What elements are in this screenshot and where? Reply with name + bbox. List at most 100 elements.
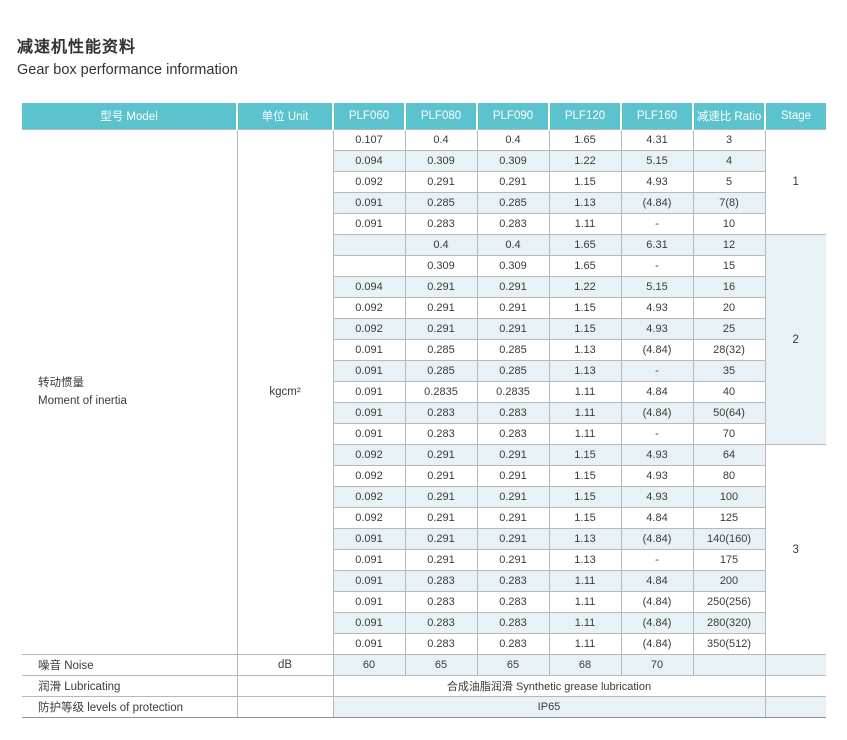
data-cell: 1.65	[548, 255, 622, 277]
data-cell: 0.283	[476, 402, 550, 424]
data-cell: 0.4	[404, 234, 478, 256]
data-cell: 4	[692, 150, 765, 172]
data-cell: 1.11	[548, 381, 622, 403]
model-label-en: Moment of inertia	[38, 395, 127, 407]
data-cell: (4.84)	[620, 528, 694, 550]
lubricating-stage-empty	[764, 675, 826, 697]
data-cell: 0.283	[404, 402, 478, 424]
model-cell: 转动惯量 Moment of inertia	[22, 129, 238, 655]
data-cell: 5.15	[620, 276, 694, 298]
data-cell: 0.091	[333, 570, 406, 592]
data-cell: 50(64)	[692, 402, 765, 424]
data-cell: 0.091	[333, 633, 406, 655]
data-cell: 0.309	[476, 255, 550, 277]
data-cell: 64	[692, 444, 766, 466]
data-cell: 0.283	[404, 213, 478, 235]
data-cell: 0.4	[476, 129, 550, 151]
data-cell	[333, 255, 406, 277]
data-cell: 0.283	[404, 591, 478, 613]
data-cell: 0.283	[476, 591, 550, 613]
lubricating-row: 润滑 Lubricating 合成油脂润滑 Synthetic grease lu…	[22, 675, 826, 697]
data-cell: 4.93	[620, 465, 694, 487]
data-cell: 200	[692, 570, 765, 592]
noise-ratio-empty	[692, 654, 766, 676]
data-cell: 3	[692, 129, 766, 151]
data-cell	[333, 234, 406, 256]
data-cell: 1.13	[548, 549, 622, 571]
data-cell: 70	[692, 423, 765, 445]
table-row: 0.091 0.283 0.283 1.11 (4.84) 250(256)	[22, 591, 826, 613]
data-cell: 0.092	[333, 465, 406, 487]
page-title: 减速机性能资料	[17, 39, 137, 56]
data-cell: 0.285	[476, 339, 550, 361]
data-cell: 0.291	[476, 171, 550, 193]
table-row: 0.092 0.291 0.291 1.15 4.93 80	[22, 465, 826, 487]
data-cell: -	[620, 255, 694, 277]
data-cell: 0.285	[404, 192, 478, 214]
noise-value: 65	[476, 654, 550, 676]
data-cell: 0.285	[476, 192, 550, 214]
data-cell: 1.22	[548, 150, 622, 172]
data-cell: 0.091	[333, 612, 406, 634]
data-cell: 0.4	[476, 234, 550, 256]
data-cell: 0.291	[404, 549, 478, 571]
data-cell: (4.84)	[620, 612, 694, 634]
data-cell: 0.291	[476, 318, 550, 340]
column-header: 单位 Unit	[236, 103, 333, 130]
data-cell: 350(512)	[692, 633, 765, 655]
data-cell: 0.091	[333, 423, 406, 445]
data-cell: -	[620, 213, 694, 235]
data-cell: 40	[692, 381, 765, 403]
table-row: 0.092 0.291 0.291 1.15 4.84 125	[22, 507, 826, 529]
column-header: PLF090	[476, 103, 549, 130]
protection-unit	[236, 696, 334, 718]
data-cell: 100	[692, 486, 765, 508]
noise-row: 噪音 Noise dB 60 65 65 68 70	[22, 654, 826, 676]
data-cell: (4.84)	[620, 591, 694, 613]
noise-label: 噪音 Noise	[22, 654, 238, 676]
data-cell: 1.65	[548, 129, 622, 151]
data-cell: 0.291	[404, 318, 478, 340]
table-row: 0.091 0.285 0.285 1.13 (4.84) 28(32)	[22, 339, 826, 361]
data-cell: 0.285	[404, 360, 478, 382]
data-cell: 1.15	[548, 444, 622, 466]
data-cell: 1.11	[548, 213, 622, 235]
data-cell: 0.094	[333, 150, 406, 172]
data-cell: 12	[692, 234, 766, 256]
column-header: PLF060	[332, 103, 405, 130]
table-row: 0.309 0.309 1.65-15	[22, 255, 826, 277]
data-cell: 0.291	[404, 444, 478, 466]
data-cell: 0.092	[333, 318, 406, 340]
column-header: Stage	[764, 103, 826, 130]
data-cell: 0.107	[332, 129, 406, 151]
data-cell: 1.13	[548, 528, 622, 550]
lubricating-value: 合成油脂润滑 Synthetic grease lubrication	[332, 675, 766, 697]
data-cell: 1.11	[548, 402, 622, 424]
column-header: PLF160	[620, 103, 693, 130]
data-cell: 0.309	[476, 150, 550, 172]
noise-unit: dB	[236, 654, 334, 676]
data-cell: 1.11	[548, 423, 622, 445]
stage-cell: 2	[764, 234, 826, 445]
data-cell: 5	[692, 171, 765, 193]
noise-value: 65	[404, 654, 478, 676]
data-cell: 0.283	[476, 423, 550, 445]
title-block: 减速机性能资料 Gear box performance information	[17, 33, 238, 78]
noise-value: 70	[620, 654, 694, 676]
table-row: 0.092 0.291 0.291 1.15 4.93 25	[22, 318, 826, 340]
data-cell: 0.291	[476, 444, 550, 466]
data-cell: 0.091	[333, 528, 406, 550]
data-cell: 4.93	[620, 444, 694, 466]
protection-value: IP65	[332, 696, 766, 718]
data-cell: 0.091	[333, 591, 406, 613]
data-cell: 0.283	[476, 213, 550, 235]
data-cell: 0.283	[476, 570, 550, 592]
data-cell: 1.11	[548, 591, 622, 613]
table-row: 0.091 0.291 0.291 1.13-175	[22, 549, 826, 571]
noise-value: 60	[332, 654, 406, 676]
data-cell: 20	[692, 297, 765, 319]
data-cell: 0.092	[333, 486, 406, 508]
protection-row: 防护等级 levels of protection IP65	[22, 696, 826, 718]
data-cell: 140(160)	[692, 528, 765, 550]
data-cell: 1.15	[548, 171, 622, 193]
